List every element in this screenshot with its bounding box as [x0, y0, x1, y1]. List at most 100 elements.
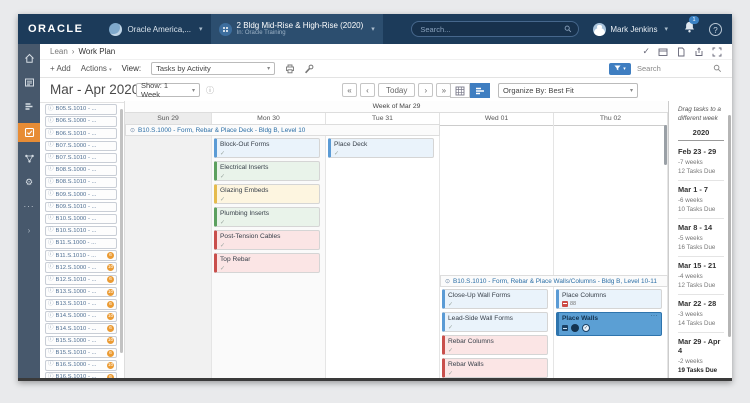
collapse-arrow-icon[interactable]: ›: [27, 226, 31, 235]
help-button[interactable]: ?: [709, 22, 722, 36]
task-card-title: Plumbing Inserts: [220, 210, 270, 217]
lean-tasks-nav-active[interactable]: [18, 123, 40, 142]
week-range: Mar 8 - 14: [678, 223, 713, 233]
task-id-label: B13.S.1010 - ...: [55, 301, 97, 308]
prev-week-button[interactable]: ‹: [360, 83, 375, 97]
filter-button[interactable]: ▾: [609, 62, 631, 75]
task-count-badge: 6: [107, 325, 114, 333]
tools-wrench-icon[interactable]: [304, 64, 314, 74]
task-card[interactable]: Electrical Inserts ✓: [214, 161, 320, 181]
board-view-toggle-active[interactable]: [470, 83, 490, 98]
breadcrumb-section[interactable]: Lean: [50, 47, 68, 56]
week-entry[interactable]: Mar 8 - 14 -5 weeks 16 Tasks Due: [678, 219, 724, 258]
task-id-label: B14.S.1010 - ...: [55, 325, 97, 332]
notifications-button[interactable]: 1: [684, 16, 699, 38]
task-card[interactable]: Block-Out Forms ✓: [214, 138, 320, 158]
more-nav-icon[interactable]: ···: [23, 202, 35, 211]
task-id-item[interactable]: ⓘ B09.S.1000 - ...: [45, 189, 117, 200]
task-id-item[interactable]: ⓘ B11.S.1000 - ...: [45, 238, 117, 249]
week-entry[interactable]: Mar 22 - 28 -3 weeks 14 Tasks Due: [678, 295, 724, 334]
task-id-item[interactable]: ⓘ B06.S.1010 - ...: [45, 128, 117, 139]
first-week-button[interactable]: «: [342, 83, 357, 97]
search-icon[interactable]: [713, 64, 722, 73]
settings-gear-icon[interactable]: ⚙: [24, 177, 34, 187]
document-icon[interactable]: [676, 47, 686, 57]
week-entry[interactable]: Mar 1 - 7 -6 weeks 10 Tasks Due: [678, 181, 724, 220]
home-icon[interactable]: [18, 51, 40, 66]
task-id-item[interactable]: ⓘ B16.S.1000 - ... 10: [45, 359, 117, 371]
next-week-button[interactable]: ›: [418, 83, 434, 97]
task-card[interactable]: Glazing Embeds ✓: [214, 184, 320, 204]
expand-icon[interactable]: [712, 47, 722, 57]
info-icon: ⓘ: [48, 190, 54, 197]
task-card[interactable]: Place Deck ✓: [328, 138, 434, 158]
task-card[interactable]: Plumbing Inserts ✓: [214, 207, 320, 227]
task-list-scrollbar[interactable]: [119, 109, 123, 353]
grid-view-toggle[interactable]: [450, 83, 470, 98]
task-card[interactable]: Rebar Walls ✓: [442, 358, 548, 378]
task-id-item[interactable]: ⓘ B07.S.1000 - ...: [45, 140, 117, 152]
task-id-item[interactable]: ⓘ B10.S.1000 - ...: [45, 213, 117, 225]
task-id-item[interactable]: ⓘ B05.S.1010 - ...: [45, 104, 117, 115]
show-range-select[interactable]: Show: 1 Week ▾: [136, 81, 200, 99]
task-card[interactable]: Top Rebar ✓: [214, 253, 320, 273]
task-id-item[interactable]: ⓘ B08.S.1000 - ...: [45, 164, 117, 176]
task-id-item[interactable]: ⓘ B12.S.1000 - ... 10: [45, 262, 117, 274]
task-id-item[interactable]: ⓘ B07.S.1010 - ...: [45, 152, 117, 164]
organize-by-select[interactable]: Organize By: Best Fit ▾: [498, 83, 638, 98]
task-card[interactable]: Lead-Side Wall Forms ✓: [442, 312, 548, 332]
org-label: Oracle America,...: [127, 24, 192, 34]
task-card[interactable]: Place Columns 88: [556, 289, 662, 309]
network-icon[interactable]: [18, 151, 40, 166]
week-entry[interactable]: Mar 15 - 21 -4 weeks 12 Tasks Due: [678, 257, 724, 296]
task-id-item[interactable]: ⓘ B08.S.1010 - ...: [45, 177, 117, 188]
task-id-item[interactable]: ⓘ B12.S.1010 - ... 6: [45, 274, 117, 286]
done-check-icon: ✓: [448, 371, 454, 377]
export-icon[interactable]: [694, 46, 704, 57]
toolbar-search-input[interactable]: Search: [637, 64, 661, 73]
task-id-item[interactable]: ⓘ B13.S.1000 - ... 10: [45, 286, 117, 298]
schedule-chart-icon[interactable]: [18, 99, 40, 114]
task-card-title: Lead-Side Wall Forms: [448, 315, 513, 322]
panel-view-icon[interactable]: [658, 47, 668, 57]
print-icon[interactable]: [285, 64, 295, 74]
task-card[interactable]: Place Walls ··· ✓: [556, 312, 662, 336]
task-id-item[interactable]: ⓘ B09.S.1010 - ...: [45, 201, 117, 213]
info-icon: ⊙: [130, 128, 136, 134]
grid-scrollbar[interactable]: [663, 125, 667, 165]
actions-menu[interactable]: Actions ▾: [80, 64, 112, 73]
activity-group-header[interactable]: ⊙ B10.S.1000 - Form, Rebar & Place Deck -…: [125, 124, 440, 136]
task-card[interactable]: Rebar Columns ✓: [442, 335, 548, 355]
column-tue: [326, 124, 440, 378]
task-id-item[interactable]: ⓘ B15.S.1010 - ... 6: [45, 347, 117, 359]
view-select[interactable]: Tasks by Activity ▾: [151, 62, 276, 75]
left-nav-rail: ⚙ ··· ›: [18, 44, 40, 378]
week-entry[interactable]: Feb 23 - 29 -7 weeks 12 Tasks Due: [678, 143, 724, 182]
task-card[interactable]: Post-Tension Cables ✓: [214, 230, 320, 250]
week-entry[interactable]: Mar 29 - Apr 4 -2 weeks 19 Tasks Due: [678, 333, 724, 378]
task-card[interactable]: Close-Up Wall Forms ✓: [442, 289, 548, 309]
task-id-item[interactable]: ⓘ B11.S.1010 - ... 6: [45, 250, 117, 261]
week-panel-scrollbar[interactable]: [728, 115, 731, 337]
task-id-item[interactable]: ⓘ B16.S.1010 - ... 6: [45, 372, 117, 378]
task-id-item[interactable]: ⓘ B14.S.1000 - ... 10: [45, 311, 117, 322]
week-drag-panel: Drag tasks to a different week 2020 Feb …: [668, 101, 732, 378]
task-id-item[interactable]: ⓘ B15.S.1000 - ... 10: [45, 335, 117, 347]
activity-group-header[interactable]: ⊙ B10.S.1010 - Form, Rebar & Place Walls/…: [440, 275, 668, 287]
task-id-item[interactable]: ⓘ B10.S.1010 - ...: [45, 225, 117, 237]
org-selector[interactable]: Oracle America,... ▾: [101, 14, 210, 44]
user-menu[interactable]: Mark Jenkins ▾: [593, 22, 668, 36]
check-icon[interactable]: ✓: [642, 46, 650, 56]
add-button[interactable]: + Add: [50, 64, 71, 73]
task-id-label: B15.S.1000 - ...: [55, 337, 97, 344]
today-button[interactable]: Today: [378, 83, 416, 97]
overflow-menu-icon[interactable]: ···: [650, 313, 658, 319]
global-search[interactable]: [411, 21, 580, 37]
worklist-icon[interactable]: [18, 75, 40, 90]
task-id-item[interactable]: ⓘ B13.S.1010 - ... 6: [45, 299, 117, 310]
project-selector[interactable]: 2 Bldg Mid-Rise & High-Rise (2020) In: O…: [210, 14, 383, 44]
global-search-input[interactable]: [418, 23, 565, 35]
info-icon: ⓘ: [48, 203, 54, 210]
task-id-item[interactable]: ⓘ B06.S.1000 - ...: [45, 116, 117, 127]
task-id-item[interactable]: ⓘ B14.S.1010 - ... 6: [45, 323, 117, 334]
